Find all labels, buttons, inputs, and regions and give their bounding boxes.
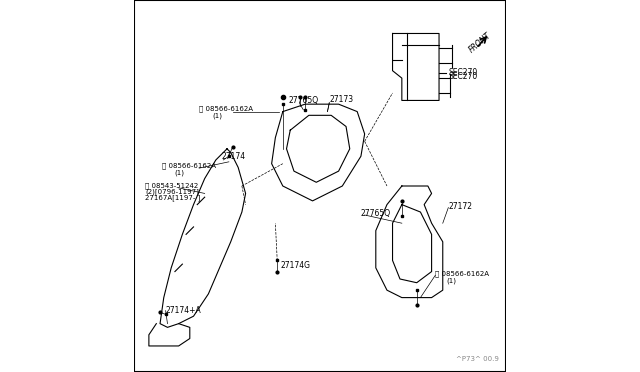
Text: Ⓢ 08566-6162A: Ⓢ 08566-6162A — [435, 270, 490, 277]
Text: 27174+A: 27174+A — [166, 306, 202, 315]
Text: 27765Q: 27765Q — [289, 96, 319, 105]
Text: 27174: 27174 — [221, 152, 246, 161]
Text: Ⓢ 08566-6162A: Ⓢ 08566-6162A — [162, 162, 216, 169]
Text: 27173: 27173 — [330, 95, 353, 104]
Text: Ⓢ 08566-6162A: Ⓢ 08566-6162A — [199, 106, 253, 112]
Text: 27765Q: 27765Q — [361, 209, 391, 218]
Text: 27167A[1197- ]: 27167A[1197- ] — [145, 194, 200, 201]
Text: ^P73^ 00.9: ^P73^ 00.9 — [456, 356, 499, 362]
Text: (2)[0796-1197]: (2)[0796-1197] — [145, 188, 199, 195]
Text: (1): (1) — [174, 169, 184, 176]
Text: SEC270: SEC270 — [449, 72, 477, 81]
Text: SEC270: SEC270 — [449, 68, 477, 77]
Text: (1): (1) — [212, 113, 222, 119]
Text: 27174G: 27174G — [281, 261, 311, 270]
Text: 27172: 27172 — [449, 202, 472, 211]
Text: Ⓢ 08543-51242: Ⓢ 08543-51242 — [145, 183, 198, 189]
Text: FRONT: FRONT — [467, 31, 493, 55]
Text: (1): (1) — [447, 277, 456, 284]
